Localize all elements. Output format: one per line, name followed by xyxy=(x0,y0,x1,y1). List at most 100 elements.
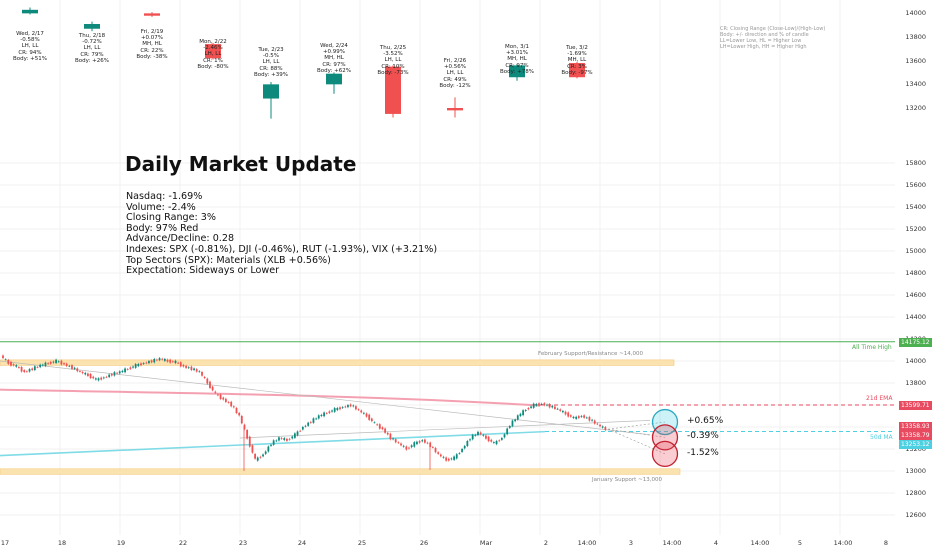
day-annotation: Fri, 2/19 +0.07% MH, HL CR: 22% Body: -3… xyxy=(136,29,168,60)
candle-body xyxy=(421,440,424,442)
candle-body xyxy=(548,404,551,408)
trend-line xyxy=(0,360,651,436)
candle-body xyxy=(439,454,442,457)
x-tick-label: 26 xyxy=(419,539,429,547)
stat-line: Top Sectors (SPX): Materials (XLB +0.56%… xyxy=(126,254,331,266)
day-annotation: Thu, 2/25 -3.52% LH, LL CR: 10% Body: -7… xyxy=(377,45,409,76)
ma50-tag: 13358.79 xyxy=(899,430,932,440)
candle-body xyxy=(18,367,20,368)
candle-body xyxy=(408,447,410,449)
candle-body xyxy=(23,370,26,372)
candle-body xyxy=(400,443,402,446)
candle-body xyxy=(198,371,201,373)
day-candle-body xyxy=(385,66,401,114)
candle-body xyxy=(575,416,578,419)
candle-body xyxy=(102,377,105,379)
candle-body xyxy=(140,363,142,366)
day-annotation: Wed, 2/17 -0.58% LH, LL CR: 94% Body: +5… xyxy=(13,31,47,62)
candle-body xyxy=(469,439,471,441)
scenario-label: +0.65% xyxy=(687,416,724,427)
candle-body xyxy=(177,362,180,364)
x-tick-label: 18 xyxy=(57,539,67,547)
scenario-circle xyxy=(651,408,679,436)
day-annotation: Fri, 2/26 +0.56% LH, LL CR: 49% Body: -1… xyxy=(439,58,471,89)
candle-body xyxy=(551,405,554,408)
candle-body xyxy=(317,415,320,419)
y-tick-label: 13800 xyxy=(905,33,926,42)
stat-line: Body: 97% Red xyxy=(126,222,199,234)
candle-body xyxy=(378,424,381,429)
candle-body xyxy=(418,441,421,443)
candle-body xyxy=(485,435,487,439)
x-tick-label: 19 xyxy=(116,539,126,547)
candle-body xyxy=(161,358,164,360)
candle-body xyxy=(280,438,283,439)
candle-body xyxy=(264,451,267,454)
candle-body xyxy=(232,406,235,408)
candle-body xyxy=(116,372,119,374)
candle-body xyxy=(57,361,60,363)
day-annotation: Wed, 2/24 +0.99% MH, HL CR: 97% Body: +6… xyxy=(317,43,351,74)
scenario-label: -0.39% xyxy=(687,431,719,442)
candle-body xyxy=(524,410,527,411)
candle-body xyxy=(458,453,461,455)
candle-body xyxy=(487,436,490,442)
candle-body xyxy=(479,432,482,435)
candle-body xyxy=(25,371,28,373)
candle-body xyxy=(347,405,349,408)
candle-body xyxy=(174,360,177,364)
x-tick-label: 14:00 xyxy=(750,539,770,547)
candle-body xyxy=(426,442,429,444)
stat-line: Closing Range: 3% xyxy=(126,212,217,224)
candle-body xyxy=(596,423,599,425)
candle-body xyxy=(110,373,113,376)
candle-body xyxy=(482,434,485,436)
candle-body xyxy=(315,418,318,420)
candle-body xyxy=(312,418,315,423)
candle-body xyxy=(132,366,134,368)
candle-body xyxy=(296,431,299,436)
candle-body xyxy=(286,438,288,441)
day-candle-body xyxy=(447,108,463,111)
y-tick-label: 14000 xyxy=(905,9,926,18)
candle-body xyxy=(87,373,89,376)
candle-body xyxy=(4,359,7,361)
candle-body xyxy=(564,411,567,415)
candle-body xyxy=(81,372,84,374)
candle-body xyxy=(44,362,47,366)
x-tick-label: 5 xyxy=(797,539,803,547)
candle-body xyxy=(424,439,426,443)
candle-body xyxy=(217,394,219,396)
candle-body xyxy=(105,376,108,378)
candle-body xyxy=(270,444,272,446)
candle-body xyxy=(166,359,169,362)
candle-body xyxy=(320,414,323,416)
x-tick-label: 3 xyxy=(628,539,634,547)
candle-body xyxy=(543,403,546,406)
candle-body xyxy=(190,366,193,371)
candle-body xyxy=(307,422,310,426)
candle-body xyxy=(572,416,575,419)
candle-body xyxy=(206,378,209,384)
candle-body xyxy=(65,363,68,367)
candle-body xyxy=(211,386,214,391)
candle-body xyxy=(591,419,593,421)
candle-body xyxy=(362,412,365,414)
candle-body xyxy=(405,446,408,450)
day-candle-body xyxy=(205,44,221,59)
candle-body xyxy=(341,407,344,408)
candle-body xyxy=(466,441,469,446)
candle-body xyxy=(124,368,126,373)
candle-body xyxy=(118,371,121,374)
candle-body xyxy=(227,401,230,403)
candle-body xyxy=(259,456,262,458)
stat-line: Volume: -2.4% xyxy=(126,201,196,213)
candle-body xyxy=(328,411,331,413)
zone-jan xyxy=(0,468,681,475)
ema21-tag: 13599.71 xyxy=(899,401,932,411)
candle-body xyxy=(185,365,187,368)
x-tick-label: 4 xyxy=(713,539,719,547)
candle-body xyxy=(41,364,44,366)
